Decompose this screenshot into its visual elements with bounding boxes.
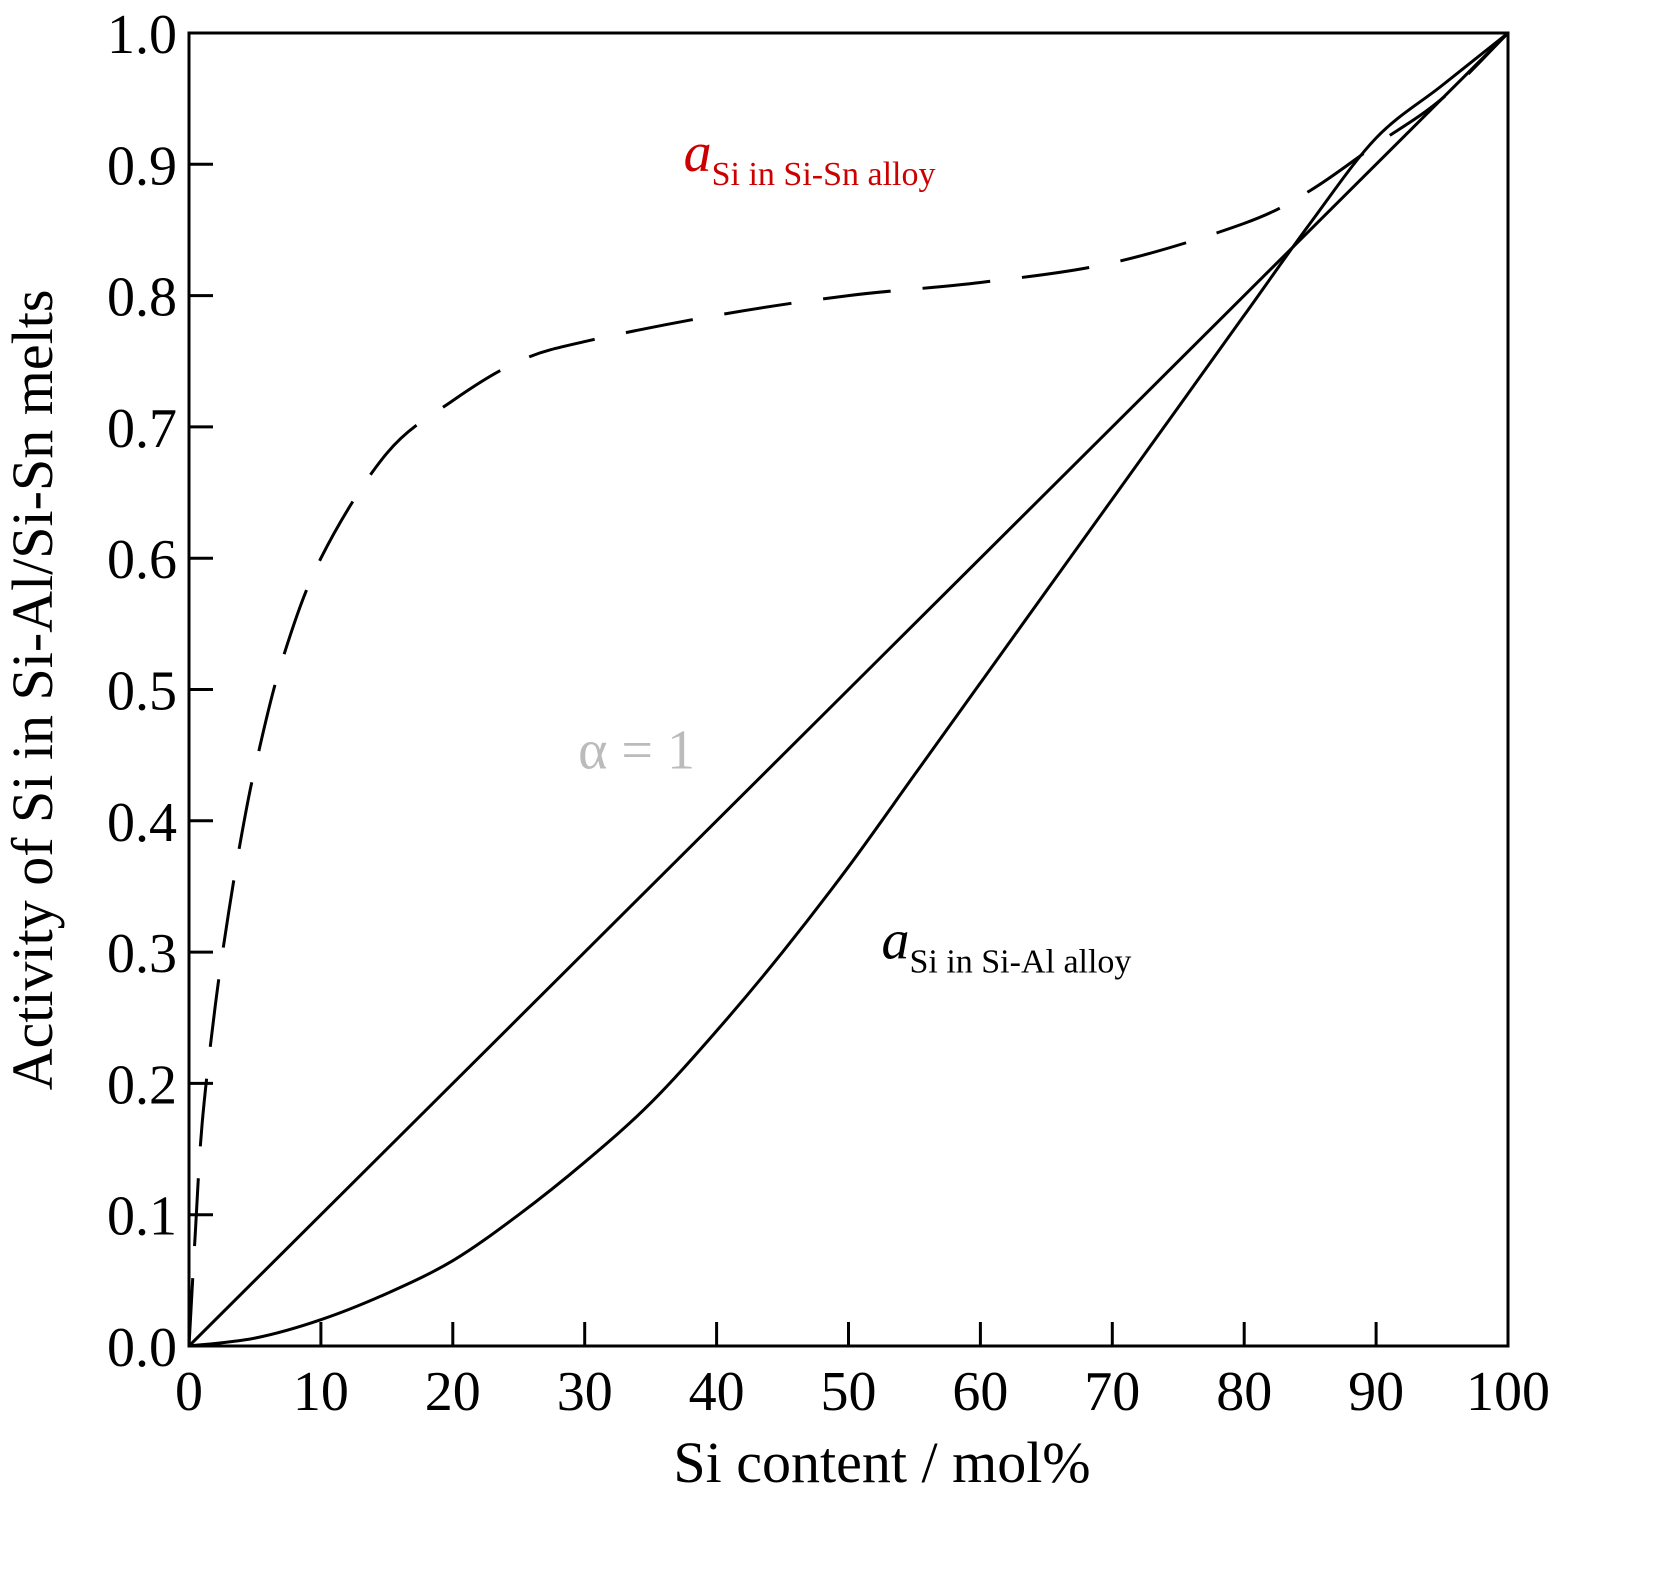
y-tick-label: 0.8 <box>107 267 177 329</box>
x-tick-label: 20 <box>425 1361 481 1423</box>
y-tick-label: 1.0 <box>107 4 177 66</box>
y-tick-label: 0.3 <box>107 923 177 985</box>
series-ideal-line <box>187 31 1510 1348</box>
annotation-si-sn: aSi in Si-Sn alloy <box>684 122 936 193</box>
y-tick-label: 0.9 <box>107 135 177 197</box>
y-tick-label: 0.7 <box>107 398 177 460</box>
x-tick-label: 40 <box>689 1361 745 1423</box>
x-tick-label: 70 <box>1084 1361 1140 1423</box>
x-tick-label: 60 <box>952 1361 1008 1423</box>
x-tick-label: 0 <box>175 1361 203 1423</box>
annotation-alpha: α = 1 <box>578 719 695 781</box>
y-tick-label: 0.0 <box>107 1317 177 1379</box>
series-si-sn-dashed-line <box>187 31 1510 1347</box>
y-tick-label: 0.2 <box>107 1054 177 1116</box>
series-si-al-line <box>188 31 1509 1348</box>
x-tick-label: 30 <box>557 1361 613 1423</box>
x-tick-label: 80 <box>1216 1361 1272 1423</box>
series-layer <box>187 31 1510 1348</box>
annotation-subscript: Si in Si-Sn alloy <box>712 156 936 193</box>
x-axis-title: Si content / mol% <box>673 1430 1090 1495</box>
x-tick-label: 100 <box>1466 1361 1550 1423</box>
x-tick-label: 10 <box>293 1361 349 1423</box>
x-tick-label: 50 <box>821 1361 877 1423</box>
y-axis-title: Activity of Si in Si-Al/Si-Sn melts <box>0 290 65 1091</box>
x-tick-label: 90 <box>1348 1361 1404 1423</box>
y-tick-label: 0.4 <box>107 792 177 854</box>
annotation-symbol: a <box>684 122 712 184</box>
annotation-subscript: Si in Si-Al alloy <box>909 944 1131 981</box>
y-tick-label: 0.5 <box>107 661 177 723</box>
y-tick-label: 0.1 <box>107 1186 177 1248</box>
tick-labels: 0 10 20 30 40 50 60 70 80 90 100 0.0 0.1 0.2 0.3 0.4 0.5… <box>107 4 1550 1423</box>
annotation-si-al: aSi in Si-Al alloy <box>881 910 1131 981</box>
y-tick-label: 0.6 <box>107 529 177 591</box>
axis-ticks <box>189 162 1378 1346</box>
annotation-symbol: a <box>881 910 909 972</box>
